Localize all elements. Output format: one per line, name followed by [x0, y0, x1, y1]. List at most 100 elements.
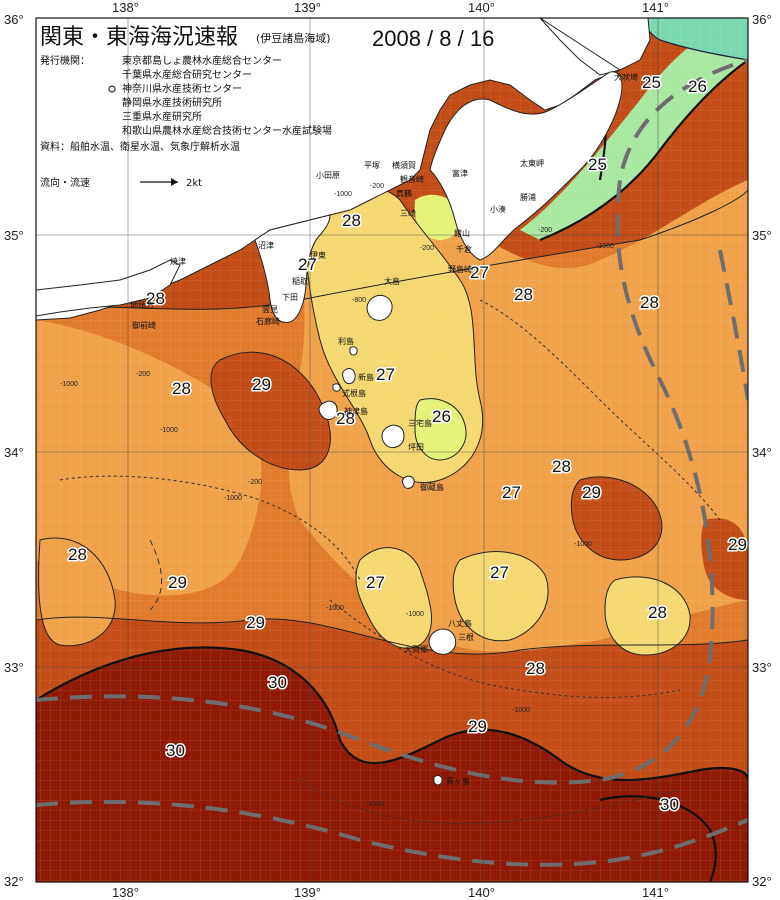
lon-bottom-138: 138° — [112, 885, 139, 900]
place-label: 石廊崎 — [256, 316, 280, 326]
land-niijima — [342, 367, 356, 385]
depth-label: -200 — [248, 479, 262, 486]
lon-bottom-139: 139° — [294, 885, 321, 900]
depth-label: -800 — [352, 297, 366, 304]
isotherm-label: 30 — [166, 741, 185, 760]
isotherm-label: 29 — [468, 717, 487, 736]
isotherm-label: 29 — [728, 535, 747, 554]
isotherm-label: 28 — [342, 211, 361, 230]
land-mikurajima — [402, 475, 415, 489]
place-label: 観音崎 — [400, 174, 424, 184]
place-label: 真鶴 — [396, 188, 412, 198]
isotherm-label: 26 — [432, 407, 451, 426]
org-label: 発行機関： — [40, 54, 90, 67]
depth-label: -1000 — [596, 243, 614, 250]
place-label: 坪田 — [408, 443, 424, 452]
place-label: 新島 — [358, 372, 374, 382]
depth-label: -1000 — [366, 801, 384, 808]
land-oshima — [366, 294, 393, 321]
lon-top-138: 138° — [112, 0, 139, 15]
place-label: 犬吠埼 — [614, 72, 638, 82]
place-label: 稲取 — [292, 276, 308, 286]
isotherm-label: 28 — [172, 379, 191, 398]
land-toshima — [349, 346, 358, 356]
isotherm-label: 28 — [648, 603, 667, 622]
graticule — [36, 18, 748, 882]
place-label: 地頭方 — [130, 300, 154, 310]
land-hachijojima — [428, 628, 457, 655]
place-label: 焼津 — [170, 256, 186, 266]
isotherm-label: 27 — [376, 365, 395, 384]
corner-top-left: 36° — [4, 12, 24, 27]
place-label: 千倉 — [456, 244, 472, 254]
depth-label: -1000 — [60, 381, 78, 388]
lon-bottom-140: 140° — [468, 885, 495, 900]
org-shizuoka: 静岡県水産技術研究所 — [122, 96, 222, 109]
isotherm-label: 30 — [660, 795, 679, 814]
isotherm-label: 29 — [168, 573, 187, 592]
place-label: 御前崎 — [132, 320, 156, 330]
current-legend-label: 流向・流速 — [40, 176, 90, 189]
map-date: 2008 / 8 / 16 — [372, 26, 494, 51]
place-label: 沼津 — [258, 240, 274, 250]
isotherm-label: 25 — [642, 73, 661, 92]
depth-label: -200 — [370, 183, 384, 190]
current-axis — [36, 58, 748, 867]
place-label: 伊東 — [310, 250, 326, 260]
lat-right-33: 33° — [752, 660, 772, 675]
lat-right-34: 34° — [752, 445, 772, 460]
lat-right-35: 35° — [752, 228, 772, 243]
place-label: 小田原 — [316, 171, 340, 180]
isotherm-label: 28 — [514, 285, 533, 304]
isotherm-label: 28 — [146, 289, 165, 308]
issuer-marker — [108, 85, 116, 93]
map-title: 関東・東海海況速報 — [40, 25, 238, 50]
place-label: 平塚 — [364, 161, 380, 170]
isotherm-label: 29 — [246, 613, 265, 632]
place-label: 横須賀 — [392, 160, 416, 170]
land-kozushima — [318, 400, 338, 420]
place-label: 八丈島 — [448, 618, 472, 628]
lon-bottom-141: 141° — [642, 885, 669, 900]
place-label: 勝浦 — [520, 192, 536, 202]
isotherm-label: 27 — [298, 255, 317, 274]
place-label: 下田 — [282, 293, 298, 302]
depth-label: -200 — [538, 227, 552, 234]
place-label: 三根 — [458, 632, 474, 642]
org-chiba: 千葉県水産総合研究センター — [122, 68, 252, 81]
lon-top-141: 141° — [642, 0, 669, 15]
isotherm-label: 30 — [268, 673, 287, 692]
isotherm-label: 28 — [640, 293, 659, 312]
place-labels: 犬吠埼 太東岬 勝浦 小湊 館山 千倉 野島崎 富津 横須賀 観音崎 平塚 小田… — [130, 72, 638, 786]
isotherm-labels: 25 26 25 28 27 28 27 28 28 28 29 27 28 2… — [67, 72, 749, 816]
place-label: 大賀郷 — [404, 644, 428, 654]
lat-left-35: 35° — [4, 228, 24, 243]
isotherm-label: 28 — [526, 659, 545, 678]
place-label: 御蔵島 — [420, 482, 444, 492]
place-label: 館山 — [454, 228, 470, 238]
org-tokyo: 東京都島しょ農林水産総合センター — [122, 54, 282, 67]
depth-label: -1000 — [224, 495, 242, 502]
depth-label: -200 — [136, 371, 150, 378]
axis-labels: 138° 139° 140° 141° 138° 139° 140° 141° … — [4, 0, 772, 900]
place-label: 富津 — [452, 168, 468, 178]
org-kanagawa: 神奈川県水産技術センター — [122, 82, 242, 95]
place-label: 神津島 — [344, 406, 368, 416]
org-mie: 三重県水産研究所 — [122, 110, 202, 123]
isotherm-label: 27 — [470, 263, 489, 282]
depth-label: -1000 — [326, 605, 344, 612]
depth-labels: -1000 -200 -1000 -200 -200 -1000 -200 -1… — [60, 183, 614, 808]
corner-bottom-right: 32° — [752, 874, 772, 889]
depth-label: -1000 — [160, 427, 178, 434]
place-label: 小湊 — [490, 204, 506, 214]
depth-label: -1000 — [406, 611, 424, 618]
isotherm-label: 29 — [582, 483, 601, 502]
current-legend-unit: 2kt — [186, 178, 202, 189]
depth-label: -1000 — [512, 707, 530, 714]
place-label: 三宅島 — [408, 418, 432, 428]
land-kii — [36, 259, 181, 317]
land-miyakejima — [381, 424, 405, 449]
arrow-head-icon — [171, 178, 178, 186]
isotherm-label: 26 — [688, 77, 707, 96]
